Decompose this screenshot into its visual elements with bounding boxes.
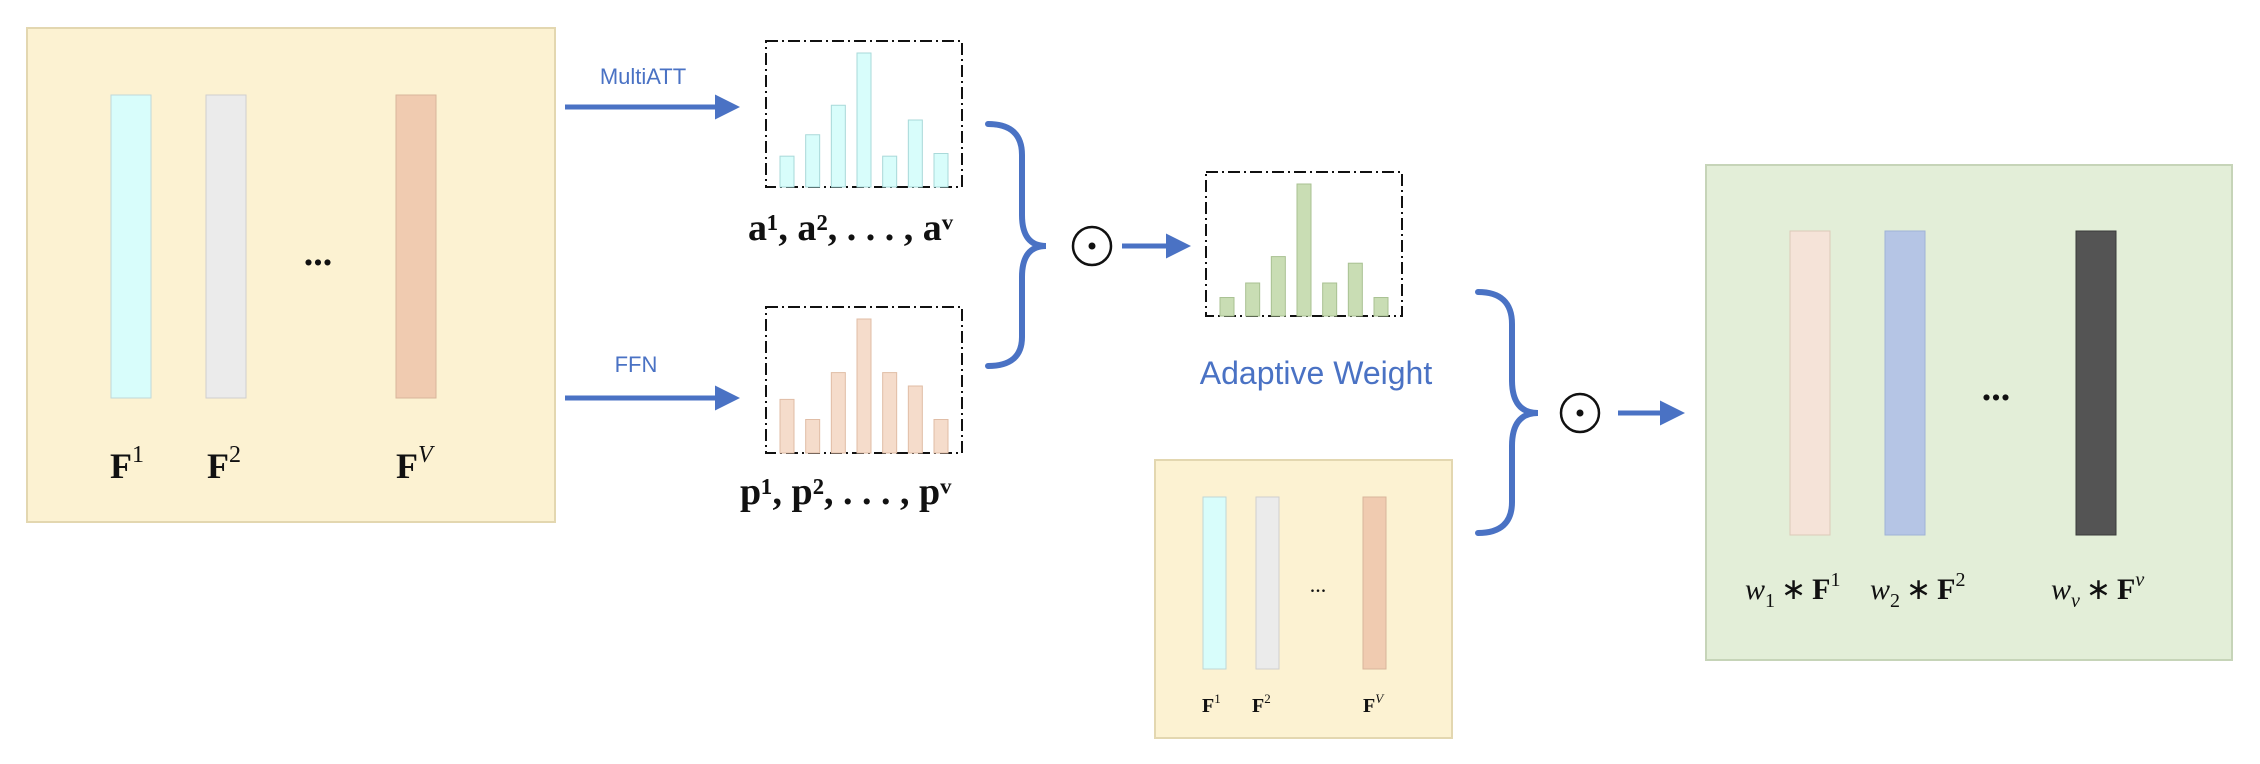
small-label-1: F1 <box>1202 691 1221 717</box>
attention-caption: a¹, a², . . . , aᵛ <box>748 207 954 249</box>
output-bar-2 <box>1884 230 1926 536</box>
small-feature-block: ... F1 F2 FV <box>1154 459 1453 739</box>
attention-histogram: a¹, a², . . . , aᵛ <box>748 40 963 249</box>
small-bar-1 <box>1202 496 1227 670</box>
feature-bar-v <box>395 94 437 399</box>
merge-brace-2 <box>1475 289 1539 536</box>
attention-bar-6 <box>907 119 923 188</box>
adaptive-label: Adaptive Weight <box>1200 355 1433 391</box>
adaptive-bar-5 <box>1322 282 1338 317</box>
small-bar-v <box>1362 496 1387 670</box>
ffn-bar-3 <box>830 372 846 454</box>
adaptive-frame <box>1205 171 1403 317</box>
adaptive-bar-2 <box>1245 282 1261 317</box>
ffn-bar-5 <box>882 372 898 454</box>
ffn-histogram: p¹, p², . . . , pᵛ <box>740 306 963 513</box>
attention-bar-2 <box>805 134 821 188</box>
attention-bar-4 <box>856 52 872 188</box>
adaptive-bar-3 <box>1270 256 1286 317</box>
input-label-2: F2 <box>207 442 241 486</box>
attention-bars <box>779 52 949 188</box>
output-bar-1 <box>1789 230 1831 536</box>
ffn-bar-7 <box>933 419 949 454</box>
small-panel <box>1154 459 1453 739</box>
output-label-v: wv ∗ Fv <box>2051 569 2144 612</box>
feature-bar-1 <box>110 94 152 399</box>
ffn-caption: p¹, p², . . . , pᵛ <box>740 471 952 513</box>
adaptive-bars <box>1219 183 1389 317</box>
hadamard-operator-2 <box>1559 392 1601 434</box>
adaptive-bar-6 <box>1347 262 1363 317</box>
output-feature-block: ... w1 ∗ F1 w2 ∗ F2 wv ∗ Fv <box>1705 164 2233 661</box>
ffn-bar-1 <box>779 398 795 454</box>
small-ellipsis: ... <box>1310 572 1327 597</box>
attention-bar-7 <box>933 153 949 188</box>
output-label-2: w2 ∗ F2 <box>1870 569 1965 612</box>
adaptive-histogram: Adaptive Weight <box>1200 171 1433 391</box>
hadamard-dot-2 <box>1576 409 1584 417</box>
output-ellipsis: ... <box>1982 367 2011 409</box>
small-label-v: FV <box>1363 691 1385 717</box>
attention-bar-3 <box>830 104 846 188</box>
attention-bar-1 <box>779 155 795 188</box>
multiatt-label: MultiATT <box>600 64 686 89</box>
small-bar-2 <box>1255 496 1280 670</box>
feature-bar-2 <box>205 94 247 399</box>
adaptive-bar-4 <box>1296 183 1312 317</box>
output-label-1: w1 ∗ F1 <box>1745 569 1840 612</box>
hadamard-dot-1 <box>1088 242 1096 250</box>
ffn-bars <box>779 318 949 454</box>
ffn-bar-6 <box>907 385 923 454</box>
output-bar-v <box>2075 230 2117 536</box>
small-label-2: F2 <box>1252 691 1271 717</box>
ffn-bar-2 <box>805 419 821 454</box>
hadamard-operator-1 <box>1071 225 1113 267</box>
ffn-label: FFN <box>615 352 658 377</box>
input-feature-block: ... F1 F2 FV <box>26 27 556 523</box>
adaptive-bar-7 <box>1373 297 1389 317</box>
input-ellipsis: ... <box>304 232 333 274</box>
input-label-v: FV <box>396 442 435 486</box>
attention-bar-5 <box>882 155 898 188</box>
multiatt-arrow: MultiATT <box>565 64 740 120</box>
input-label-1: F1 <box>110 442 144 486</box>
ffn-arrow: FFN <box>565 352 740 411</box>
adaptive-bar-1 <box>1219 297 1235 317</box>
merge-brace-1 <box>985 121 1047 369</box>
ffn-bar-4 <box>856 318 872 454</box>
input-panel <box>26 27 556 523</box>
